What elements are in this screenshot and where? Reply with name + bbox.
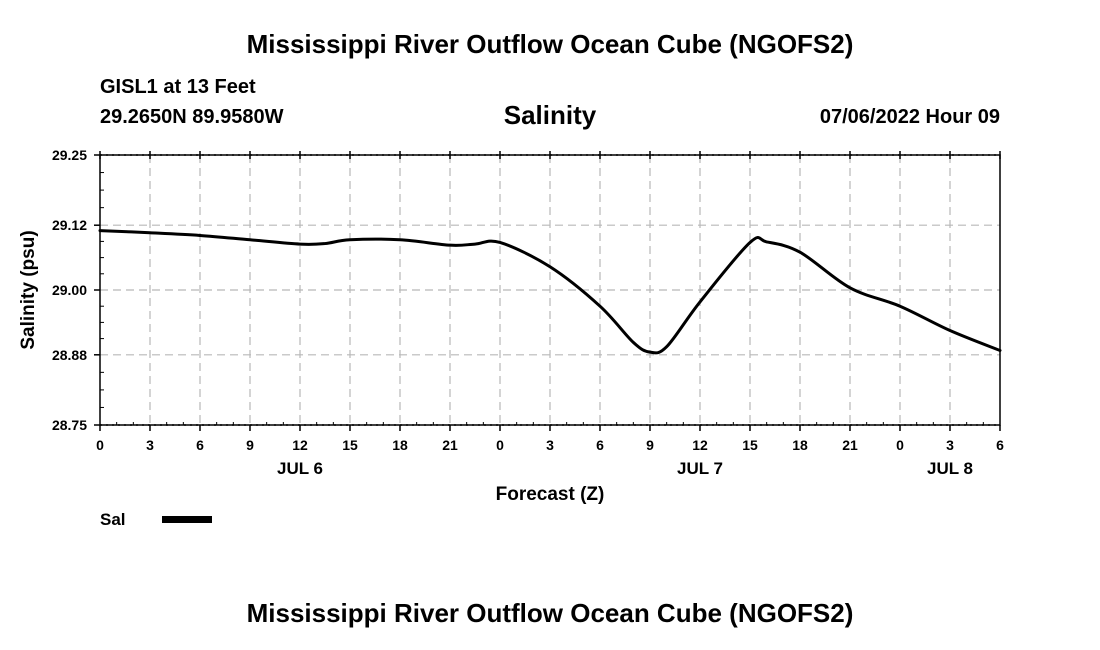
station-coordinates: 29.2650N 89.9580W xyxy=(100,106,284,128)
y-tick-label: 29.00 xyxy=(52,282,87,298)
x-tick-label: 15 xyxy=(342,437,358,453)
x-tick-label: 12 xyxy=(692,437,708,453)
chart-title: Mississippi River Outflow Ocean Cube (NG… xyxy=(246,29,854,59)
x-tick-label: 0 xyxy=(496,437,504,453)
x-tick-label: 12 xyxy=(292,437,308,453)
x-tick-label: 3 xyxy=(546,437,554,453)
date-label: JUL 7 xyxy=(677,459,723,478)
footer-title: Mississippi River Outflow Ocean Cube (NG… xyxy=(246,598,854,628)
station-name: GISL1 at 13 Feet xyxy=(100,76,256,98)
x-axis-label: Forecast (Z) xyxy=(496,484,605,505)
y-tick-label: 28.88 xyxy=(52,347,87,363)
x-tick-label: 6 xyxy=(996,437,1004,453)
y-tick-label: 28.75 xyxy=(52,417,87,433)
series-layer xyxy=(98,229,1002,355)
x-tick-label: 3 xyxy=(146,437,154,453)
x-tick-label: 21 xyxy=(442,437,458,453)
legend-label: Sal xyxy=(100,510,126,529)
x-tick-label: 15 xyxy=(742,437,758,453)
x-tick-label: 6 xyxy=(196,437,204,453)
y-axis-ticks: 28.75 28.88 29.00 29.12 29.25 xyxy=(52,147,104,433)
x-tick-label: 18 xyxy=(792,437,808,453)
x-tick-label: 3 xyxy=(946,437,954,453)
forecast-datetime: 07/06/2022 Hour 09 xyxy=(819,106,1000,128)
x-tick-label: 6 xyxy=(596,437,604,453)
series-line-sal xyxy=(98,229,1002,355)
x-tick-label: 21 xyxy=(842,437,858,453)
x-tick-label: 9 xyxy=(246,437,254,453)
x-tick-label: 9 xyxy=(646,437,654,453)
y-tick-label: 29.25 xyxy=(52,147,87,163)
y-tick-label: 29.12 xyxy=(52,217,87,233)
date-label: JUL 8 xyxy=(927,459,973,478)
y-axis-label: Salinity (psu) xyxy=(18,230,39,349)
x-tick-label: 0 xyxy=(896,437,904,453)
x-tick-label: 18 xyxy=(392,437,408,453)
plot-frame xyxy=(99,154,1001,426)
grid-lines xyxy=(100,154,1000,426)
variable-title: Salinity xyxy=(503,100,597,130)
x-tick-label: 0 xyxy=(96,437,104,453)
legend-line-swatch xyxy=(162,516,212,523)
date-label: JUL 6 xyxy=(277,459,323,478)
